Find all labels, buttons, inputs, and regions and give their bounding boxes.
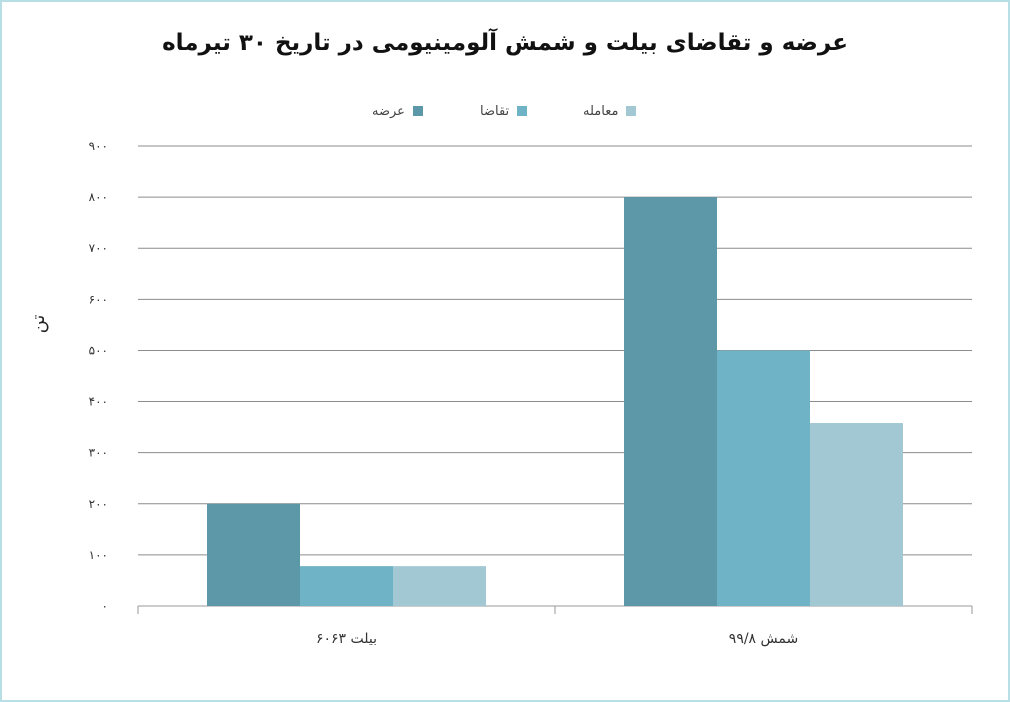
bar bbox=[393, 566, 486, 606]
y-tick-label: ۰ bbox=[102, 599, 108, 613]
legend-swatch-supply bbox=[412, 106, 423, 116]
y-tick-label: ۲۰۰ bbox=[89, 497, 108, 511]
legend-item-demand: تقاضا bbox=[480, 101, 528, 121]
y-tick-label: ۳۰۰ bbox=[89, 446, 108, 460]
x-tick-label: بیلت ۶۰۶۳ bbox=[316, 631, 377, 647]
y-tick-label: ۱۰۰ bbox=[89, 548, 108, 562]
legend-item-trade: معامله bbox=[583, 101, 637, 121]
bar bbox=[624, 197, 717, 606]
bar bbox=[810, 423, 903, 606]
legend-swatch-trade bbox=[626, 106, 637, 116]
bar bbox=[300, 566, 393, 606]
y-tick-label: ۵۰۰ bbox=[89, 343, 108, 357]
legend-label-trade: معامله bbox=[583, 103, 619, 119]
bar bbox=[207, 503, 300, 606]
y-tick-label: ۴۰۰ bbox=[89, 395, 108, 409]
y-axis-label: تن bbox=[28, 315, 49, 334]
x-tick-label: شمش ۹۹/۸ bbox=[729, 631, 798, 647]
y-tick-label: ۹۰۰ bbox=[89, 139, 108, 153]
y-tick-label: ۶۰۰ bbox=[89, 292, 108, 306]
y-tick-label: ۸۰۰ bbox=[89, 190, 108, 204]
legend-swatch-demand bbox=[517, 106, 528, 116]
legend-label-supply: عرضه bbox=[372, 103, 405, 119]
y-tick-label: ۷۰۰ bbox=[89, 241, 108, 255]
legend-item-supply: عرضه bbox=[372, 101, 423, 121]
chart-legend: عرضه تقاضا معامله bbox=[0, 101, 1010, 121]
chart-title: عرضه و تقاضای بیلت و شمش آلومینیومی در ت… bbox=[162, 30, 848, 56]
bar bbox=[717, 350, 810, 606]
legend-label-demand: تقاضا bbox=[480, 103, 510, 119]
